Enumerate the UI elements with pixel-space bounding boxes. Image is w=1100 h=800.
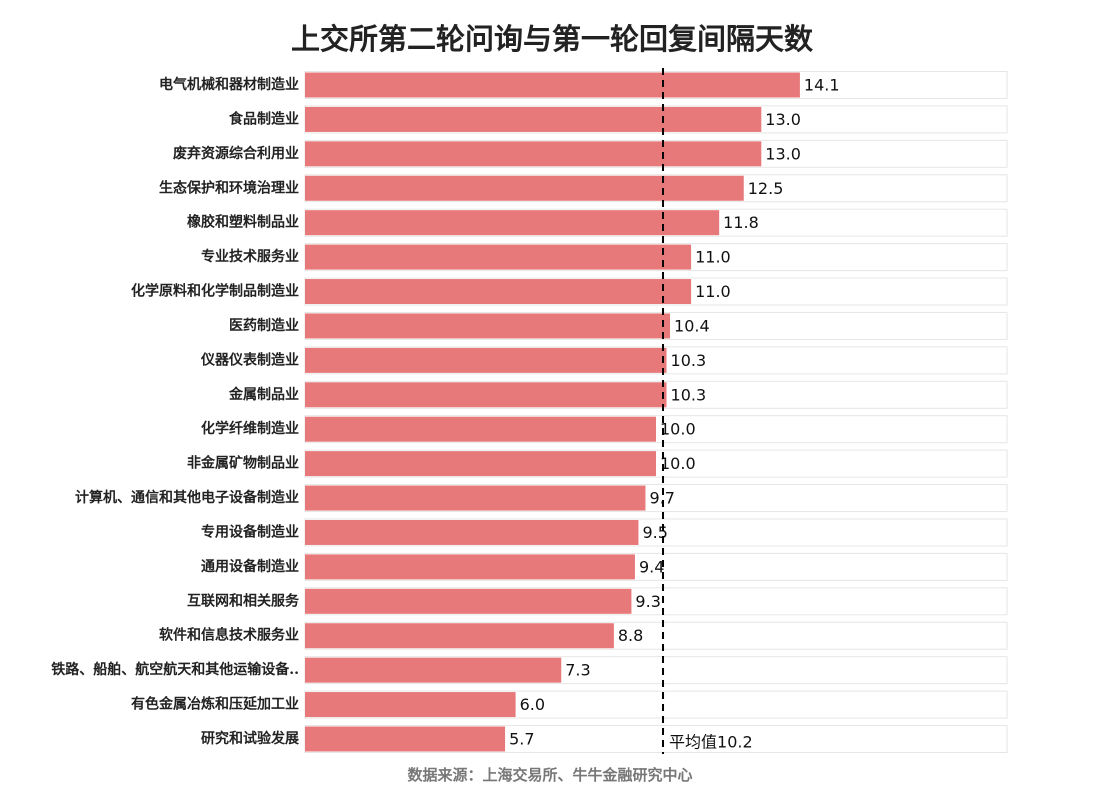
source-note: 数据来源：上海交易所、牛牛金融研究中心 xyxy=(407,766,692,784)
y-tick-label: 食品制造业 xyxy=(229,110,299,127)
y-tick-label: 医药制造业 xyxy=(229,317,299,334)
y-tick-label: 金属制品业 xyxy=(228,386,299,403)
value-label: 13.0 xyxy=(765,144,801,163)
value-label: 11.0 xyxy=(695,282,731,301)
y-tick-label: 化学原料和化学制品制造业 xyxy=(131,283,299,300)
bar xyxy=(305,416,656,442)
value-label: 12.5 xyxy=(748,179,784,198)
value-label: 7.3 xyxy=(565,661,590,680)
value-label: 6.0 xyxy=(520,695,545,714)
chart-title: 上交所第二轮问询与第一轮回复间隔天数 xyxy=(291,22,814,56)
bar xyxy=(305,141,762,167)
value-label: 9.7 xyxy=(649,489,674,508)
bar xyxy=(305,279,692,305)
bar xyxy=(305,485,646,511)
value-label: 8.8 xyxy=(618,626,643,645)
bar xyxy=(305,382,667,408)
y-tick-label: 电气机械和器材制造业 xyxy=(159,76,299,93)
y-tick-label: 计算机、通信和其他电子设备制造业 xyxy=(75,489,299,506)
value-label: 9.4 xyxy=(639,557,664,576)
bar xyxy=(305,347,667,373)
y-tick-label: 通用设备制造业 xyxy=(201,558,299,575)
value-label: 10.3 xyxy=(671,385,707,404)
bar xyxy=(305,726,506,752)
y-tick-label: 废弃资源综合利用业 xyxy=(173,145,299,162)
y-tick-label: 互联网和相关服务 xyxy=(187,592,300,609)
y-tick-label: 铁路、船舶、航空航天和其他运输设备.. xyxy=(51,661,299,678)
bar xyxy=(305,657,562,683)
bar xyxy=(305,554,635,580)
bar xyxy=(305,72,800,98)
y-tick-label: 专业技术服务业 xyxy=(201,248,299,265)
bar xyxy=(305,175,744,201)
bar xyxy=(305,106,762,132)
y-tick-label: 研究和试验发展 xyxy=(201,730,299,747)
reference-label: 平均值10.2 xyxy=(669,733,753,752)
bar xyxy=(305,519,639,545)
bar xyxy=(305,588,632,614)
value-label: 14.1 xyxy=(804,76,840,95)
value-label: 10.0 xyxy=(660,454,696,473)
y-tick-label: 软件和信息技术服务业 xyxy=(159,627,299,644)
value-label: 9.3 xyxy=(635,592,660,611)
y-tick-label: 化学纤维制造业 xyxy=(201,420,299,437)
bar xyxy=(305,451,656,477)
value-label: 10.3 xyxy=(671,351,707,370)
y-tick-label: 仪器仪表制造业 xyxy=(200,351,299,368)
y-tick-label: 非金属矿物制品业 xyxy=(187,455,299,472)
value-label: 10.4 xyxy=(674,316,710,335)
bar xyxy=(305,244,692,270)
value-label: 9.5 xyxy=(642,523,667,542)
value-label: 10.0 xyxy=(660,420,696,439)
y-tick-label: 专用设备制造业 xyxy=(201,523,299,540)
y-tick-label: 橡胶和塑料制品业 xyxy=(187,214,299,231)
value-label: 11.0 xyxy=(695,248,731,267)
value-label: 11.8 xyxy=(723,213,759,232)
y-tick-label: 生态保护和环境治理业 xyxy=(159,179,299,196)
bar xyxy=(305,313,671,339)
bar xyxy=(305,210,720,236)
value-label: 5.7 xyxy=(509,730,534,749)
value-label: 13.0 xyxy=(765,110,801,129)
bar xyxy=(305,692,516,718)
y-tick-label: 有色金属冶炼和压延加工业 xyxy=(131,696,299,713)
bar xyxy=(305,623,614,649)
